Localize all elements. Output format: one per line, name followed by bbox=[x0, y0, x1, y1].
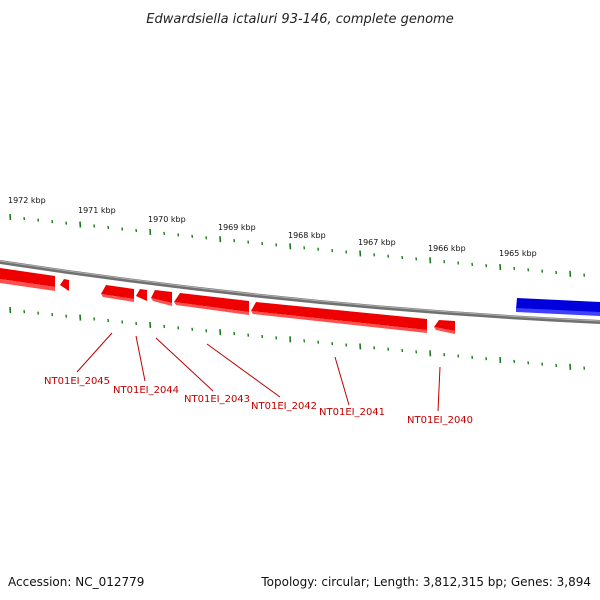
gene-arrow-nt01ei-2042[interactable] bbox=[174, 293, 249, 315]
accession-text: Accession: NC_012779 bbox=[8, 575, 144, 589]
reverse-gene-features bbox=[0, 268, 455, 334]
map-title: Edwardsiella ictaluri 93-146, complete g… bbox=[146, 12, 453, 27]
kbp-label-1969: 1969 kbp bbox=[218, 223, 256, 232]
genome-backbone bbox=[0, 260, 600, 324]
leader-line-2043 bbox=[155, 337, 214, 392]
leader-line-2040 bbox=[437, 366, 441, 412]
gene-arrow-left-edge[interactable] bbox=[0, 268, 55, 291]
kbp-label-1971: 1971 kbp bbox=[78, 206, 116, 215]
gene-arrow-nt01ei-2045[interactable] bbox=[60, 279, 69, 291]
kbp-label-1965: 1965 kbp bbox=[499, 249, 537, 258]
gene-label-nt01ei-2040[interactable]: NT01EI_2040 bbox=[407, 415, 473, 426]
forward-gene-feature[interactable] bbox=[516, 298, 600, 316]
gene-arrow-nt01ei-2040[interactable] bbox=[434, 320, 455, 334]
gene-arrow-nt01ei-2043[interactable] bbox=[136, 289, 172, 306]
kbp-label-1968: 1968 kbp bbox=[288, 231, 326, 240]
gene-label-nt01ei-2045[interactable]: NT01EI_2045 bbox=[44, 376, 110, 387]
kbp-label-1970: 1970 kbp bbox=[148, 215, 186, 224]
gene-label-nt01ei-2042[interactable]: NT01EI_2042 bbox=[251, 401, 317, 412]
gene-label-nt01ei-2041[interactable]: NT01EI_2041 bbox=[319, 407, 385, 418]
kbp-labels: 1972 kbp 1971 kbp 1970 kbp 1969 kbp 1968… bbox=[8, 196, 537, 258]
leader-line-2044 bbox=[135, 335, 146, 382]
genome-backbone-highlight bbox=[0, 260, 600, 322]
gene-labels: NT01EI_2045 NT01EI_2044 NT01EI_2043 NT01… bbox=[44, 376, 473, 426]
inner-kbp-ticks bbox=[9, 307, 586, 370]
kbp-label-1966: 1966 kbp bbox=[428, 244, 466, 253]
leader-line-2041 bbox=[334, 356, 350, 406]
gene-label-nt01ei-2044[interactable]: NT01EI_2044 bbox=[113, 385, 179, 396]
leader-line-2042 bbox=[206, 343, 281, 398]
kbp-label-1972: 1972 kbp bbox=[8, 196, 46, 205]
genome-summary-text: Topology: circular; Length: 3,812,315 bp… bbox=[260, 575, 591, 589]
outer-kbp-ticks bbox=[9, 214, 586, 277]
gene-label-nt01ei-2043[interactable]: NT01EI_2043 bbox=[184, 394, 250, 405]
gene-arrow-nt01ei-2041[interactable] bbox=[251, 302, 427, 333]
leader-line-2045 bbox=[76, 332, 113, 373]
gene-arrow-nt01ei-2044[interactable] bbox=[101, 285, 134, 302]
kbp-label-1967: 1967 kbp bbox=[358, 238, 396, 247]
gene-label-leaders bbox=[76, 332, 441, 412]
